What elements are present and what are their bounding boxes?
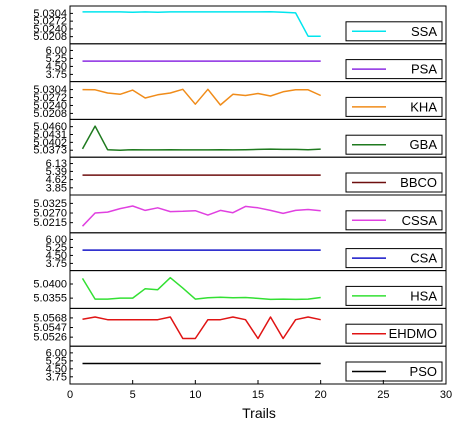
legend-label-kha: KHA bbox=[410, 99, 437, 114]
x-tick-label-5: 25 bbox=[377, 389, 389, 401]
legend-ehdmo: EHDMO bbox=[345, 323, 443, 344]
series-line-hsa bbox=[81, 276, 321, 301]
y-tick-label-pso-3: 3.75 bbox=[46, 371, 67, 383]
y-tick-label-gba-3: 5.0373 bbox=[33, 145, 67, 157]
legend-box-ssa bbox=[345, 21, 443, 42]
y-tick-label-gba-0: 5.0460 bbox=[33, 121, 67, 133]
y-tick-label-bbco-2: 4.62 bbox=[46, 174, 67, 186]
y-tick-label-kha-2: 5.0240 bbox=[33, 100, 67, 112]
y-tick-label-kha-3: 5.0208 bbox=[33, 108, 67, 120]
y-tick-label-bbco-3: 3.85 bbox=[46, 182, 67, 194]
legend-label-gba: GBA bbox=[410, 137, 438, 152]
y-tick-label-csa-0: 6.00 bbox=[46, 234, 67, 246]
legend-gba: GBA bbox=[345, 134, 443, 155]
panel-pso: 6.005.254.503.75 PSO bbox=[46, 345, 447, 385]
legend-label-cssa: CSSA bbox=[402, 213, 438, 228]
series-line-ssa bbox=[82, 10, 321, 37]
legend-bbco: BBCO bbox=[345, 172, 443, 193]
y-tick-label-ssa-1: 5.0272 bbox=[33, 16, 67, 28]
panel-bbco: 6.135.394.623.85 BBCO bbox=[46, 156, 447, 196]
legend-label-ssa: SSA bbox=[411, 24, 437, 39]
y-tick-label-csa-2: 4.50 bbox=[46, 250, 67, 262]
legend-box-psa bbox=[345, 59, 443, 80]
y-tick-label-ssa-3: 5.0208 bbox=[33, 31, 67, 43]
y-tick-label-hsa-0: 5.0400 bbox=[33, 279, 67, 291]
legend-label-csa: CSA bbox=[410, 251, 437, 266]
y-tick-label-psa-3: 3.75 bbox=[46, 69, 67, 81]
x-tick-label-3: 15 bbox=[252, 389, 264, 401]
panel-psa: 6.005.254.503.75 PSA bbox=[46, 43, 447, 83]
x-tick-label-4: 20 bbox=[315, 389, 327, 401]
y-tick-label-ehdmo-0: 5.0568 bbox=[33, 312, 67, 324]
y-tick-label-cssa-2: 5.0215 bbox=[33, 217, 67, 229]
x-axis-label: Trails bbox=[242, 405, 276, 421]
legend-box-ehdmo bbox=[345, 323, 443, 344]
y-tick-label-gba-1: 5.0431 bbox=[33, 129, 67, 141]
panel-csa: 6.005.254.503.75 CSA bbox=[46, 232, 447, 272]
y-tick-label-cssa-1: 5.0270 bbox=[33, 208, 67, 220]
legend-csa: CSA bbox=[345, 248, 443, 269]
y-tick-label-bbco-1: 5.39 bbox=[46, 166, 67, 178]
legend-box-pso bbox=[345, 361, 443, 382]
legend-label-psa: PSA bbox=[411, 62, 437, 77]
legend-hsa: HSA bbox=[345, 285, 443, 306]
legend-box-kha bbox=[345, 96, 443, 117]
legend-label-hsa: HSA bbox=[410, 288, 437, 303]
legend-label-bbco: BBCO bbox=[400, 175, 437, 190]
legend-box-hsa bbox=[345, 285, 443, 306]
y-tick-label-csa-3: 3.75 bbox=[46, 258, 67, 270]
y-tick-label-kha-1: 5.0272 bbox=[33, 92, 67, 104]
y-tick-label-psa-1: 5.25 bbox=[46, 53, 67, 65]
series-line-cssa bbox=[81, 205, 321, 227]
legend-cssa: CSSA bbox=[345, 210, 443, 231]
y-tick-label-csa-1: 5.25 bbox=[46, 242, 67, 254]
legend-box-bbco bbox=[345, 172, 443, 193]
x-axis: 0 5 10 15 20 25 30 bbox=[67, 380, 452, 401]
y-tick-label-kha-0: 5.0304 bbox=[33, 84, 67, 96]
y-tick-label-ehdmo-1: 5.0547 bbox=[33, 322, 67, 334]
y-tick-label-hsa-1: 5.0355 bbox=[33, 293, 67, 305]
y-tick-label-ssa-0: 5.0304 bbox=[33, 8, 67, 20]
series-line-gba bbox=[81, 125, 321, 151]
y-tick-label-pso-1: 5.25 bbox=[46, 355, 67, 367]
legend-psa: PSA bbox=[345, 59, 443, 80]
y-tick-label-ehdmo-2: 5.0526 bbox=[33, 332, 67, 344]
legend-box-csa bbox=[345, 248, 443, 269]
y-tick-label-pso-2: 4.50 bbox=[46, 363, 67, 375]
legend-ssa: SSA bbox=[345, 21, 443, 42]
legend-kha: KHA bbox=[345, 96, 443, 117]
panel-hsa: 5.0400 5.0355 HSA bbox=[33, 270, 447, 309]
y-tick-label-gba-2: 5.0402 bbox=[33, 137, 67, 149]
x-tick-label-6: 30 bbox=[440, 389, 452, 401]
legend-box-gba bbox=[345, 134, 443, 155]
legend-label-ehdmo: EHDMO bbox=[389, 326, 437, 341]
legend-box-cssa bbox=[345, 210, 443, 231]
x-tick-label-0: 0 bbox=[67, 389, 73, 401]
y-tick-label-pso-0: 6.00 bbox=[46, 347, 67, 359]
x-tick-label-2: 10 bbox=[189, 389, 201, 401]
y-tick-label-psa-2: 4.50 bbox=[46, 61, 67, 73]
y-tick-label-cssa-0: 5.0325 bbox=[33, 198, 67, 210]
x-tick-label-1: 5 bbox=[130, 389, 136, 401]
legend-pso: PSO bbox=[345, 361, 443, 382]
series-line-kha bbox=[82, 88, 322, 106]
y-tick-label-psa-0: 6.00 bbox=[46, 45, 67, 57]
series-line-ehdmo bbox=[82, 316, 321, 340]
y-tick-label-bbco-0: 6.13 bbox=[46, 158, 67, 170]
y-tick-label-ssa-2: 5.0240 bbox=[33, 23, 67, 35]
legend-label-pso: PSO bbox=[410, 364, 437, 379]
